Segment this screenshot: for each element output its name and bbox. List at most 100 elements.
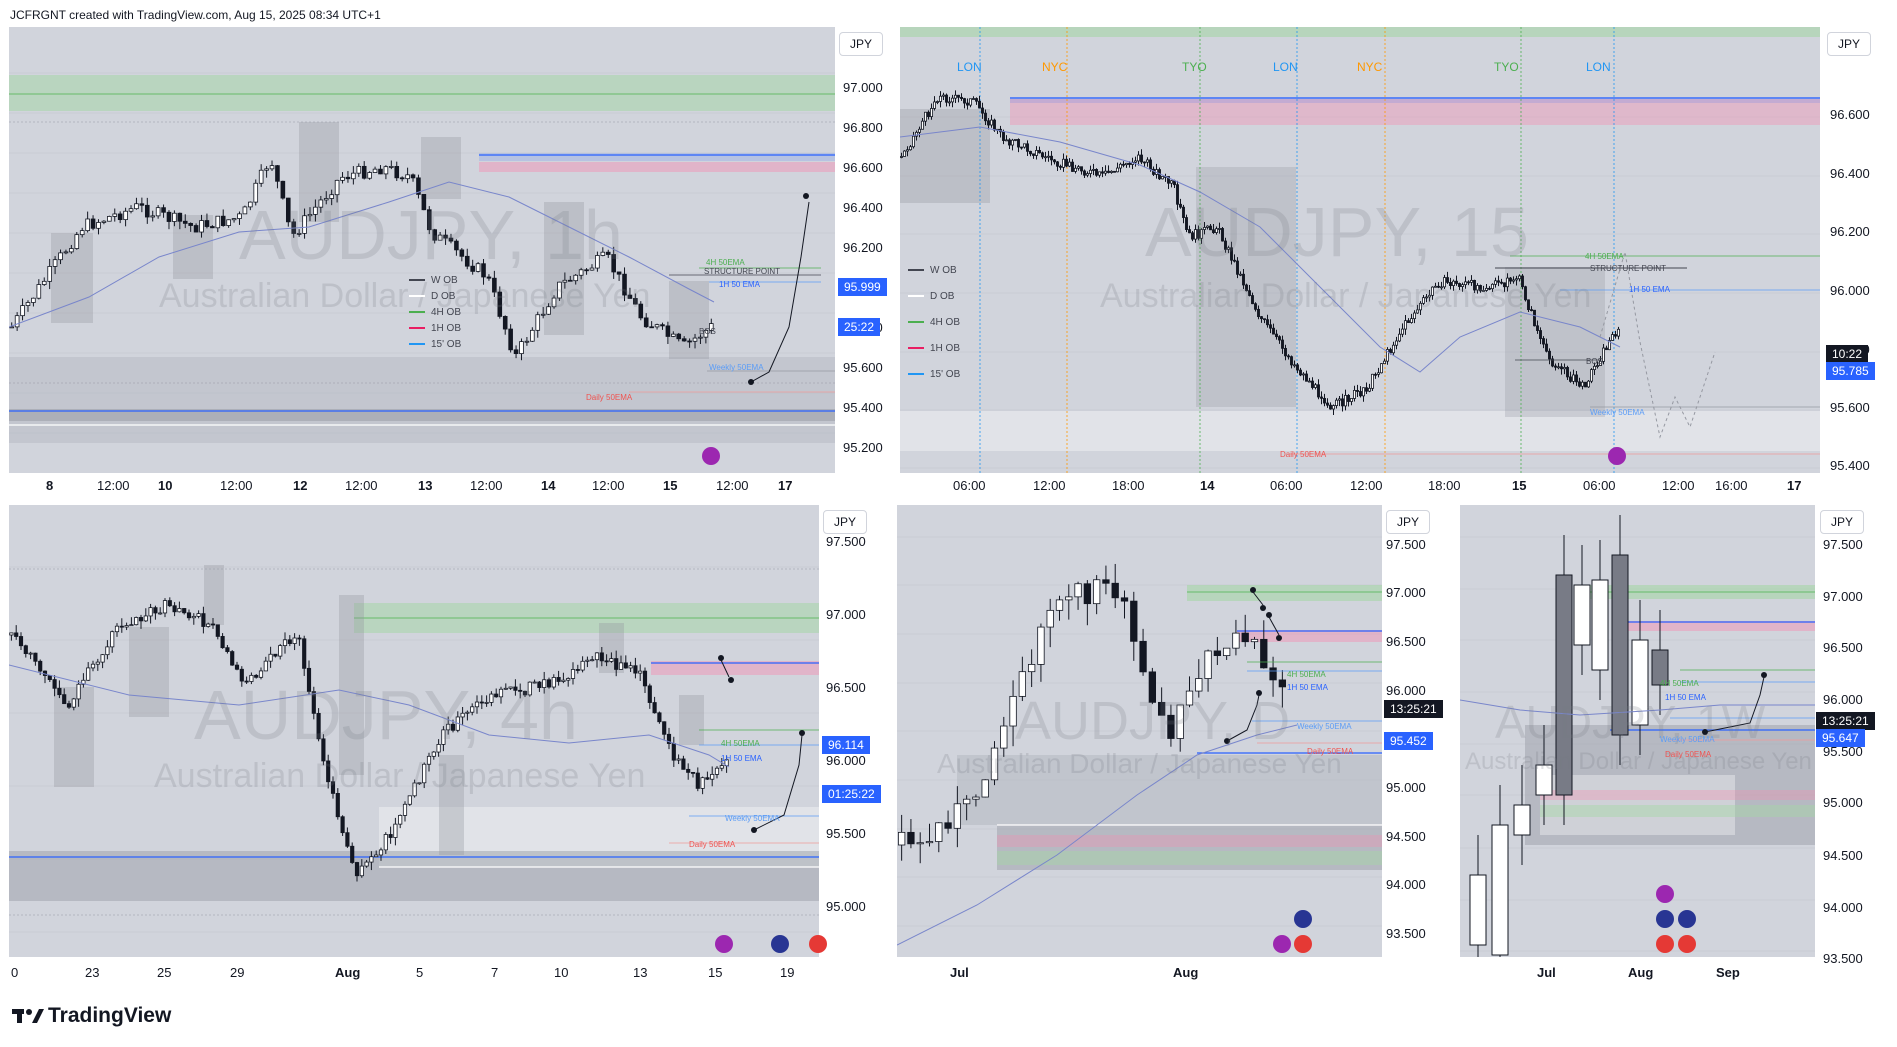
candle bbox=[374, 854, 379, 858]
y-tick-label: 95.000 bbox=[826, 899, 866, 914]
y-tick-label: 95.000 bbox=[1386, 780, 1426, 795]
candle bbox=[1026, 143, 1029, 152]
time-axis[interactable] bbox=[900, 473, 1883, 501]
candle bbox=[258, 670, 264, 678]
currency-button[interactable]: JPY bbox=[839, 32, 884, 56]
time-axis[interactable] bbox=[9, 957, 889, 985]
tradingview-logo[interactable]: TradingView bbox=[12, 1004, 171, 1028]
currency-button[interactable]: JPY bbox=[1827, 32, 1872, 56]
candle bbox=[1176, 704, 1184, 739]
candle bbox=[79, 230, 85, 236]
chart-pane-weekly[interactable]: AUDJPY, 1W Australian Dollar / Japanese … bbox=[1460, 505, 1885, 985]
candle bbox=[1479, 285, 1482, 292]
price-axis[interactable] bbox=[819, 505, 889, 957]
candle bbox=[1392, 344, 1395, 354]
lightning-event-icon[interactable] bbox=[702, 447, 720, 465]
candle bbox=[1089, 169, 1092, 174]
y-tick-label: 97.000 bbox=[826, 607, 866, 622]
candle bbox=[666, 733, 672, 744]
candle bbox=[930, 108, 933, 118]
event-dot-icon[interactable] bbox=[1294, 935, 1312, 953]
currency-button[interactable]: JPY bbox=[1820, 510, 1865, 534]
candle bbox=[417, 782, 422, 785]
candle bbox=[1416, 309, 1419, 314]
candle bbox=[340, 176, 345, 181]
4h-ob-zone bbox=[997, 851, 1382, 865]
candle bbox=[47, 266, 52, 282]
candle bbox=[474, 701, 480, 708]
australia-flag-icon[interactable] bbox=[1656, 910, 1674, 928]
candle bbox=[402, 803, 408, 816]
candle bbox=[226, 219, 231, 226]
currency-button[interactable]: JPY bbox=[1386, 510, 1431, 534]
candle bbox=[1515, 278, 1518, 281]
lightning-event-icon[interactable] bbox=[715, 935, 733, 953]
x-tick-label: 06:00 bbox=[1583, 478, 1616, 493]
event-dot-icon[interactable] bbox=[809, 935, 827, 953]
candle bbox=[936, 101, 939, 103]
candle bbox=[182, 608, 187, 614]
projection-target bbox=[799, 730, 805, 736]
candle bbox=[1281, 339, 1284, 349]
legend-d-ob: D OB bbox=[431, 290, 456, 302]
price-axis[interactable] bbox=[835, 27, 895, 473]
time-axis[interactable] bbox=[897, 957, 1452, 985]
australia-flag-icon[interactable] bbox=[771, 935, 789, 953]
price-axis[interactable] bbox=[1820, 27, 1883, 473]
projection-arrow bbox=[1252, 591, 1264, 606]
candle bbox=[1116, 167, 1119, 173]
lightning-event-icon[interactable] bbox=[1656, 885, 1674, 903]
candle bbox=[454, 240, 459, 251]
time-axis[interactable] bbox=[1460, 957, 1885, 985]
label-1h-ema: 1H 50 EMA bbox=[1629, 285, 1670, 294]
currency-button[interactable]: JPY bbox=[823, 510, 868, 534]
x-tick-label: 8 bbox=[46, 478, 54, 493]
candle bbox=[1008, 139, 1011, 146]
candle bbox=[1086, 173, 1089, 176]
candle bbox=[369, 856, 374, 863]
candle bbox=[537, 681, 542, 688]
australia-flag-icon[interactable] bbox=[1678, 910, 1696, 928]
event-dot-icon[interactable] bbox=[1656, 935, 1674, 953]
candle bbox=[933, 101, 936, 109]
4h-ob-zone bbox=[1540, 805, 1815, 817]
candle bbox=[990, 747, 999, 781]
candle bbox=[311, 691, 316, 714]
lightning-event-icon[interactable] bbox=[1608, 447, 1626, 465]
candle bbox=[1194, 229, 1197, 240]
projection-target bbox=[1761, 672, 1767, 678]
lightning-event-icon[interactable] bbox=[1273, 935, 1291, 953]
candle bbox=[1254, 303, 1257, 310]
zone bbox=[439, 755, 464, 855]
candle bbox=[1215, 228, 1218, 233]
candle bbox=[953, 803, 962, 829]
chart-pane-daily[interactable]: AUDJPY, D Australian Dollar / Japanese Y… bbox=[897, 505, 1452, 985]
candle bbox=[1452, 280, 1455, 286]
candle bbox=[508, 686, 513, 689]
candles-svg bbox=[1460, 515, 1815, 957]
candle bbox=[546, 306, 551, 315]
time-axis[interactable] bbox=[9, 473, 895, 501]
projection-arrow bbox=[1704, 676, 1765, 733]
price-axis[interactable] bbox=[1382, 505, 1452, 957]
chart-pane-1h[interactable]: AUDJPY, 1h Australian Dollar / Japanese … bbox=[9, 27, 895, 501]
candle bbox=[296, 232, 302, 235]
candle bbox=[962, 798, 971, 805]
chart-pane-15m[interactable]: AUDJPY, 15 Australian Dollar / Japanese … bbox=[900, 27, 1883, 501]
candle bbox=[36, 284, 42, 299]
candle bbox=[350, 845, 355, 863]
1h-ob-zone bbox=[1237, 630, 1382, 642]
x-tick-label: Aug bbox=[1628, 965, 1654, 980]
candle bbox=[900, 156, 903, 158]
candle bbox=[330, 781, 336, 794]
chart-pane-4h[interactable]: AUDJPY, 4h Australian Dollar / Japanese … bbox=[9, 505, 889, 985]
candle bbox=[263, 660, 268, 672]
candle bbox=[975, 98, 978, 102]
candle bbox=[52, 259, 58, 267]
australia-flag-icon[interactable] bbox=[1294, 910, 1312, 928]
event-dot-icon[interactable] bbox=[1678, 935, 1696, 953]
candle bbox=[1386, 349, 1389, 362]
candle bbox=[280, 180, 286, 199]
x-tick-label: 17 bbox=[1787, 478, 1802, 493]
candle bbox=[1080, 166, 1083, 172]
